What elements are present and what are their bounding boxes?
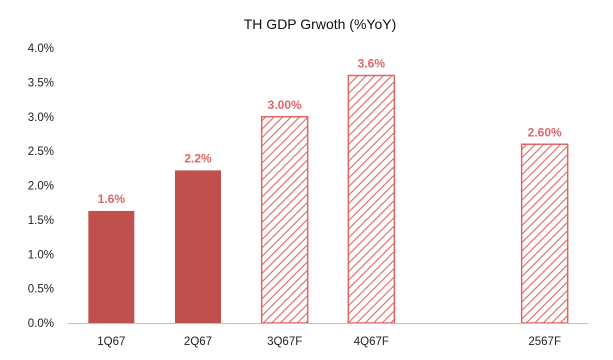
y-tick-label: 0.0% — [28, 318, 54, 330]
y-tick-label: 2.0% — [28, 181, 54, 193]
data-label: 3.6% — [358, 57, 386, 71]
y-tick-label: 3.0% — [28, 112, 54, 124]
bar-1q67 — [88, 210, 135, 323]
chart-title: TH GDP Grwoth (%YoY) — [244, 16, 397, 32]
x-tick-label: 4Q67F — [354, 336, 389, 348]
data-label: 1.6% — [98, 192, 126, 206]
y-tick-label: 1.0% — [28, 249, 54, 261]
data-label: 3.00% — [268, 98, 302, 112]
data-label: 2.60% — [528, 125, 562, 139]
bar-4q67f — [347, 74, 396, 324]
x-tick-label: 3Q67F — [267, 336, 302, 348]
y-tick-label: 0.5% — [28, 284, 54, 296]
x-tick-label: 1Q67 — [97, 336, 125, 348]
data-label: 2.2% — [184, 151, 212, 165]
y-tick-label: 4.0% — [28, 43, 54, 55]
bar-2q67 — [175, 170, 221, 323]
y-axis-ticks: 0.0% 0.5% 1.0% 1.5% 2.0% 2.5% 3.0% 3.5% 4.0% — [28, 43, 54, 330]
x-tick-label: 2567F — [528, 336, 561, 348]
bars — [88, 74, 569, 324]
y-tick-label: 3.5% — [28, 77, 54, 89]
x-tick-label: 2Q67 — [184, 336, 212, 348]
y-tick-label: 2.5% — [28, 146, 54, 158]
bar-2567f — [520, 143, 569, 324]
bar-3q67f — [260, 116, 309, 324]
x-axis-ticks: 1Q67 2Q67 3Q67F 4Q67F 2567F — [97, 336, 561, 348]
data-labels: 1.6% 2.2% 3.00% 3.6% 2.60% — [98, 57, 562, 206]
y-tick-label: 1.5% — [28, 215, 54, 227]
